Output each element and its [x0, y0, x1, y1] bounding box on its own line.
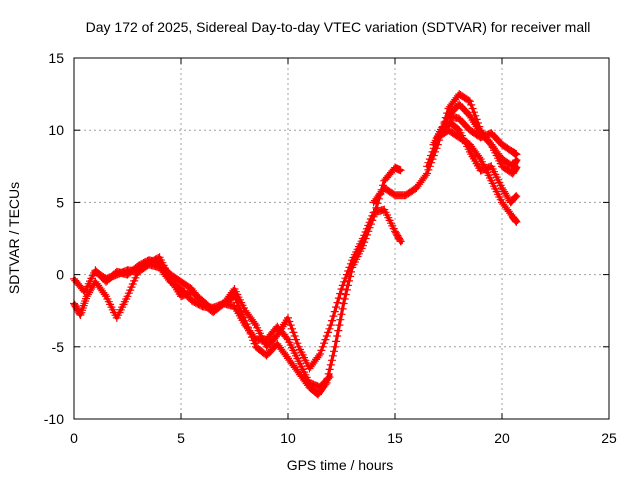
series-track-6 [429, 119, 521, 207]
x-tick-label: 25 [601, 430, 617, 446]
series-plus-markers [433, 126, 521, 226]
x-axis-label: GPS time / hours [287, 457, 394, 473]
series-plus-markers [91, 260, 334, 392]
y-tick-label: -5 [52, 339, 65, 355]
y-tick-label: 15 [48, 50, 64, 66]
x-tick-label: 20 [494, 430, 510, 446]
grid-lines [74, 58, 609, 419]
x-tick-label: 10 [280, 430, 296, 446]
x-tick-label: 0 [70, 430, 78, 446]
series-track-8 [444, 100, 521, 178]
series-plus-markers [70, 205, 405, 373]
y-tick-label: 10 [48, 122, 64, 138]
chart-title: Day 172 of 2025, Sidereal Day-to-day VTE… [86, 19, 591, 35]
axis-ticks: 0 5 10 15 20 25 -10 -5 0 5 10 15 [44, 50, 617, 446]
series-plus-markers [429, 119, 521, 207]
series-track-3 [91, 260, 334, 392]
data-layer [70, 90, 521, 399]
x-tick-label: 15 [387, 430, 403, 446]
y-axis-label: SDTVAR / TECUs [6, 182, 22, 294]
plot-frame [73, 57, 610, 420]
series-plus-markers [70, 163, 405, 399]
series-track-2 [70, 205, 405, 373]
series-track-1 [70, 163, 405, 399]
y-tick-label: -10 [44, 411, 64, 427]
x-tick-label: 5 [177, 430, 185, 446]
series-plus-markers [444, 100, 521, 178]
y-tick-label: 0 [56, 267, 64, 283]
y-tick-label: 5 [56, 194, 64, 210]
series-track-7 [433, 126, 521, 226]
